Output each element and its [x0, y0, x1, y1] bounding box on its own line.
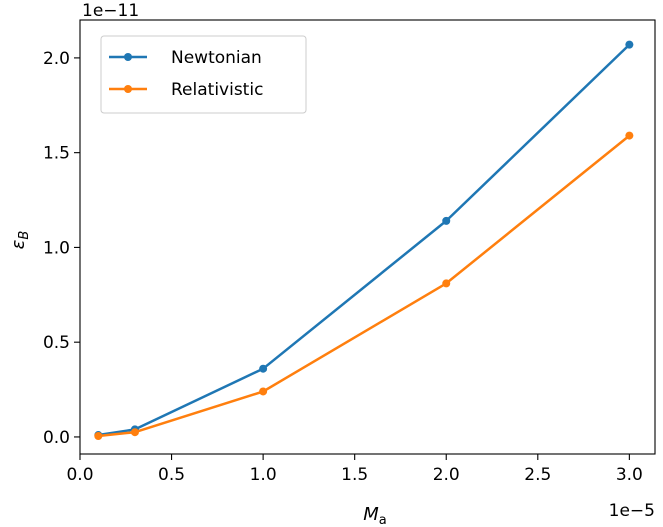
x-tick-label: 1.5	[341, 465, 368, 485]
x-offset-label: 1e−5	[609, 501, 655, 521]
y-tick-label: 1.0	[43, 238, 70, 258]
y-tick-label: 1.5	[43, 144, 70, 164]
data-point-relativistic	[259, 387, 268, 396]
y-axis-label-main: ε	[8, 239, 29, 249]
x-tick-label: 1.0	[250, 465, 277, 485]
data-point-relativistic	[625, 131, 634, 140]
y-tick-label: 2.0	[43, 49, 70, 69]
y-tick-label: 0.0	[43, 428, 70, 448]
data-point-relativistic	[130, 428, 139, 437]
x-axis-label: Ma	[363, 504, 387, 527]
legend-marker-newtonian	[124, 53, 132, 61]
y-offset-label: 1e−11	[82, 1, 139, 21]
x-axis-label-sub: a	[379, 513, 387, 527]
data-point-newtonian	[442, 216, 451, 225]
x-tick-label: 2.5	[524, 465, 551, 485]
legend-label-relativistic: Relativistic	[171, 80, 263, 100]
y-axis-label: εB	[8, 231, 32, 250]
plot-area	[94, 40, 634, 440]
data-point-newtonian	[625, 40, 634, 49]
x-axis-label-main: M	[363, 504, 379, 525]
x-tick-label: 0.0	[66, 465, 93, 485]
x-axis: 0.0 0.5 1.0 1.5 2.0 2.5 3.0	[66, 454, 643, 485]
x-tick-label: 0.5	[158, 465, 185, 485]
legend-marker-relativistic	[124, 85, 132, 93]
x-tick-label: 3.0	[616, 465, 643, 485]
data-point-relativistic	[442, 279, 451, 288]
data-point-relativistic	[94, 431, 103, 440]
y-tick-label: 0.5	[43, 333, 70, 353]
x-tick-label: 2.0	[433, 465, 460, 485]
data-point-newtonian	[259, 364, 268, 373]
legend-box	[100, 35, 307, 114]
legend-label-newtonian: Newtonian	[171, 48, 262, 68]
y-axis-label-sub: B	[17, 231, 32, 240]
plot-frame	[79, 19, 656, 455]
y-axis: 0.0 0.5 1.0 1.5 2.0	[43, 49, 80, 448]
legend: Newtonian Relativistic	[100, 35, 307, 114]
